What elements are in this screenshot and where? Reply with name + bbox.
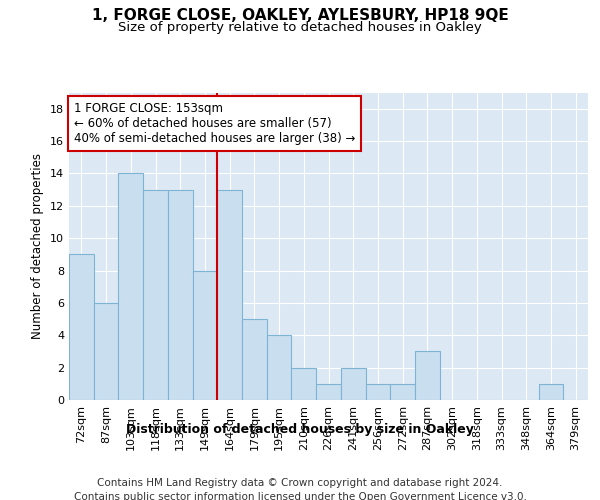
Bar — [143, 190, 168, 400]
Bar — [69, 254, 94, 400]
Bar — [267, 336, 292, 400]
Bar — [94, 303, 118, 400]
Text: 1, FORGE CLOSE, OAKLEY, AYLESBURY, HP18 9QE: 1, FORGE CLOSE, OAKLEY, AYLESBURY, HP18 … — [92, 8, 508, 22]
Bar — [415, 352, 440, 400]
Y-axis label: Number of detached properties: Number of detached properties — [31, 153, 44, 339]
Bar — [390, 384, 415, 400]
Bar — [168, 190, 193, 400]
Text: 1 FORGE CLOSE: 153sqm
← 60% of detached houses are smaller (57)
40% of semi-deta: 1 FORGE CLOSE: 153sqm ← 60% of detached … — [74, 102, 356, 144]
Bar — [193, 270, 217, 400]
Bar — [539, 384, 563, 400]
Text: Size of property relative to detached houses in Oakley: Size of property relative to detached ho… — [118, 21, 482, 34]
Bar — [217, 190, 242, 400]
Bar — [242, 319, 267, 400]
Bar — [341, 368, 365, 400]
Bar — [365, 384, 390, 400]
Text: Distribution of detached houses by size in Oakley: Distribution of detached houses by size … — [126, 422, 474, 436]
Bar — [316, 384, 341, 400]
Bar — [292, 368, 316, 400]
Bar — [118, 174, 143, 400]
Text: Contains HM Land Registry data © Crown copyright and database right 2024.
Contai: Contains HM Land Registry data © Crown c… — [74, 478, 526, 500]
